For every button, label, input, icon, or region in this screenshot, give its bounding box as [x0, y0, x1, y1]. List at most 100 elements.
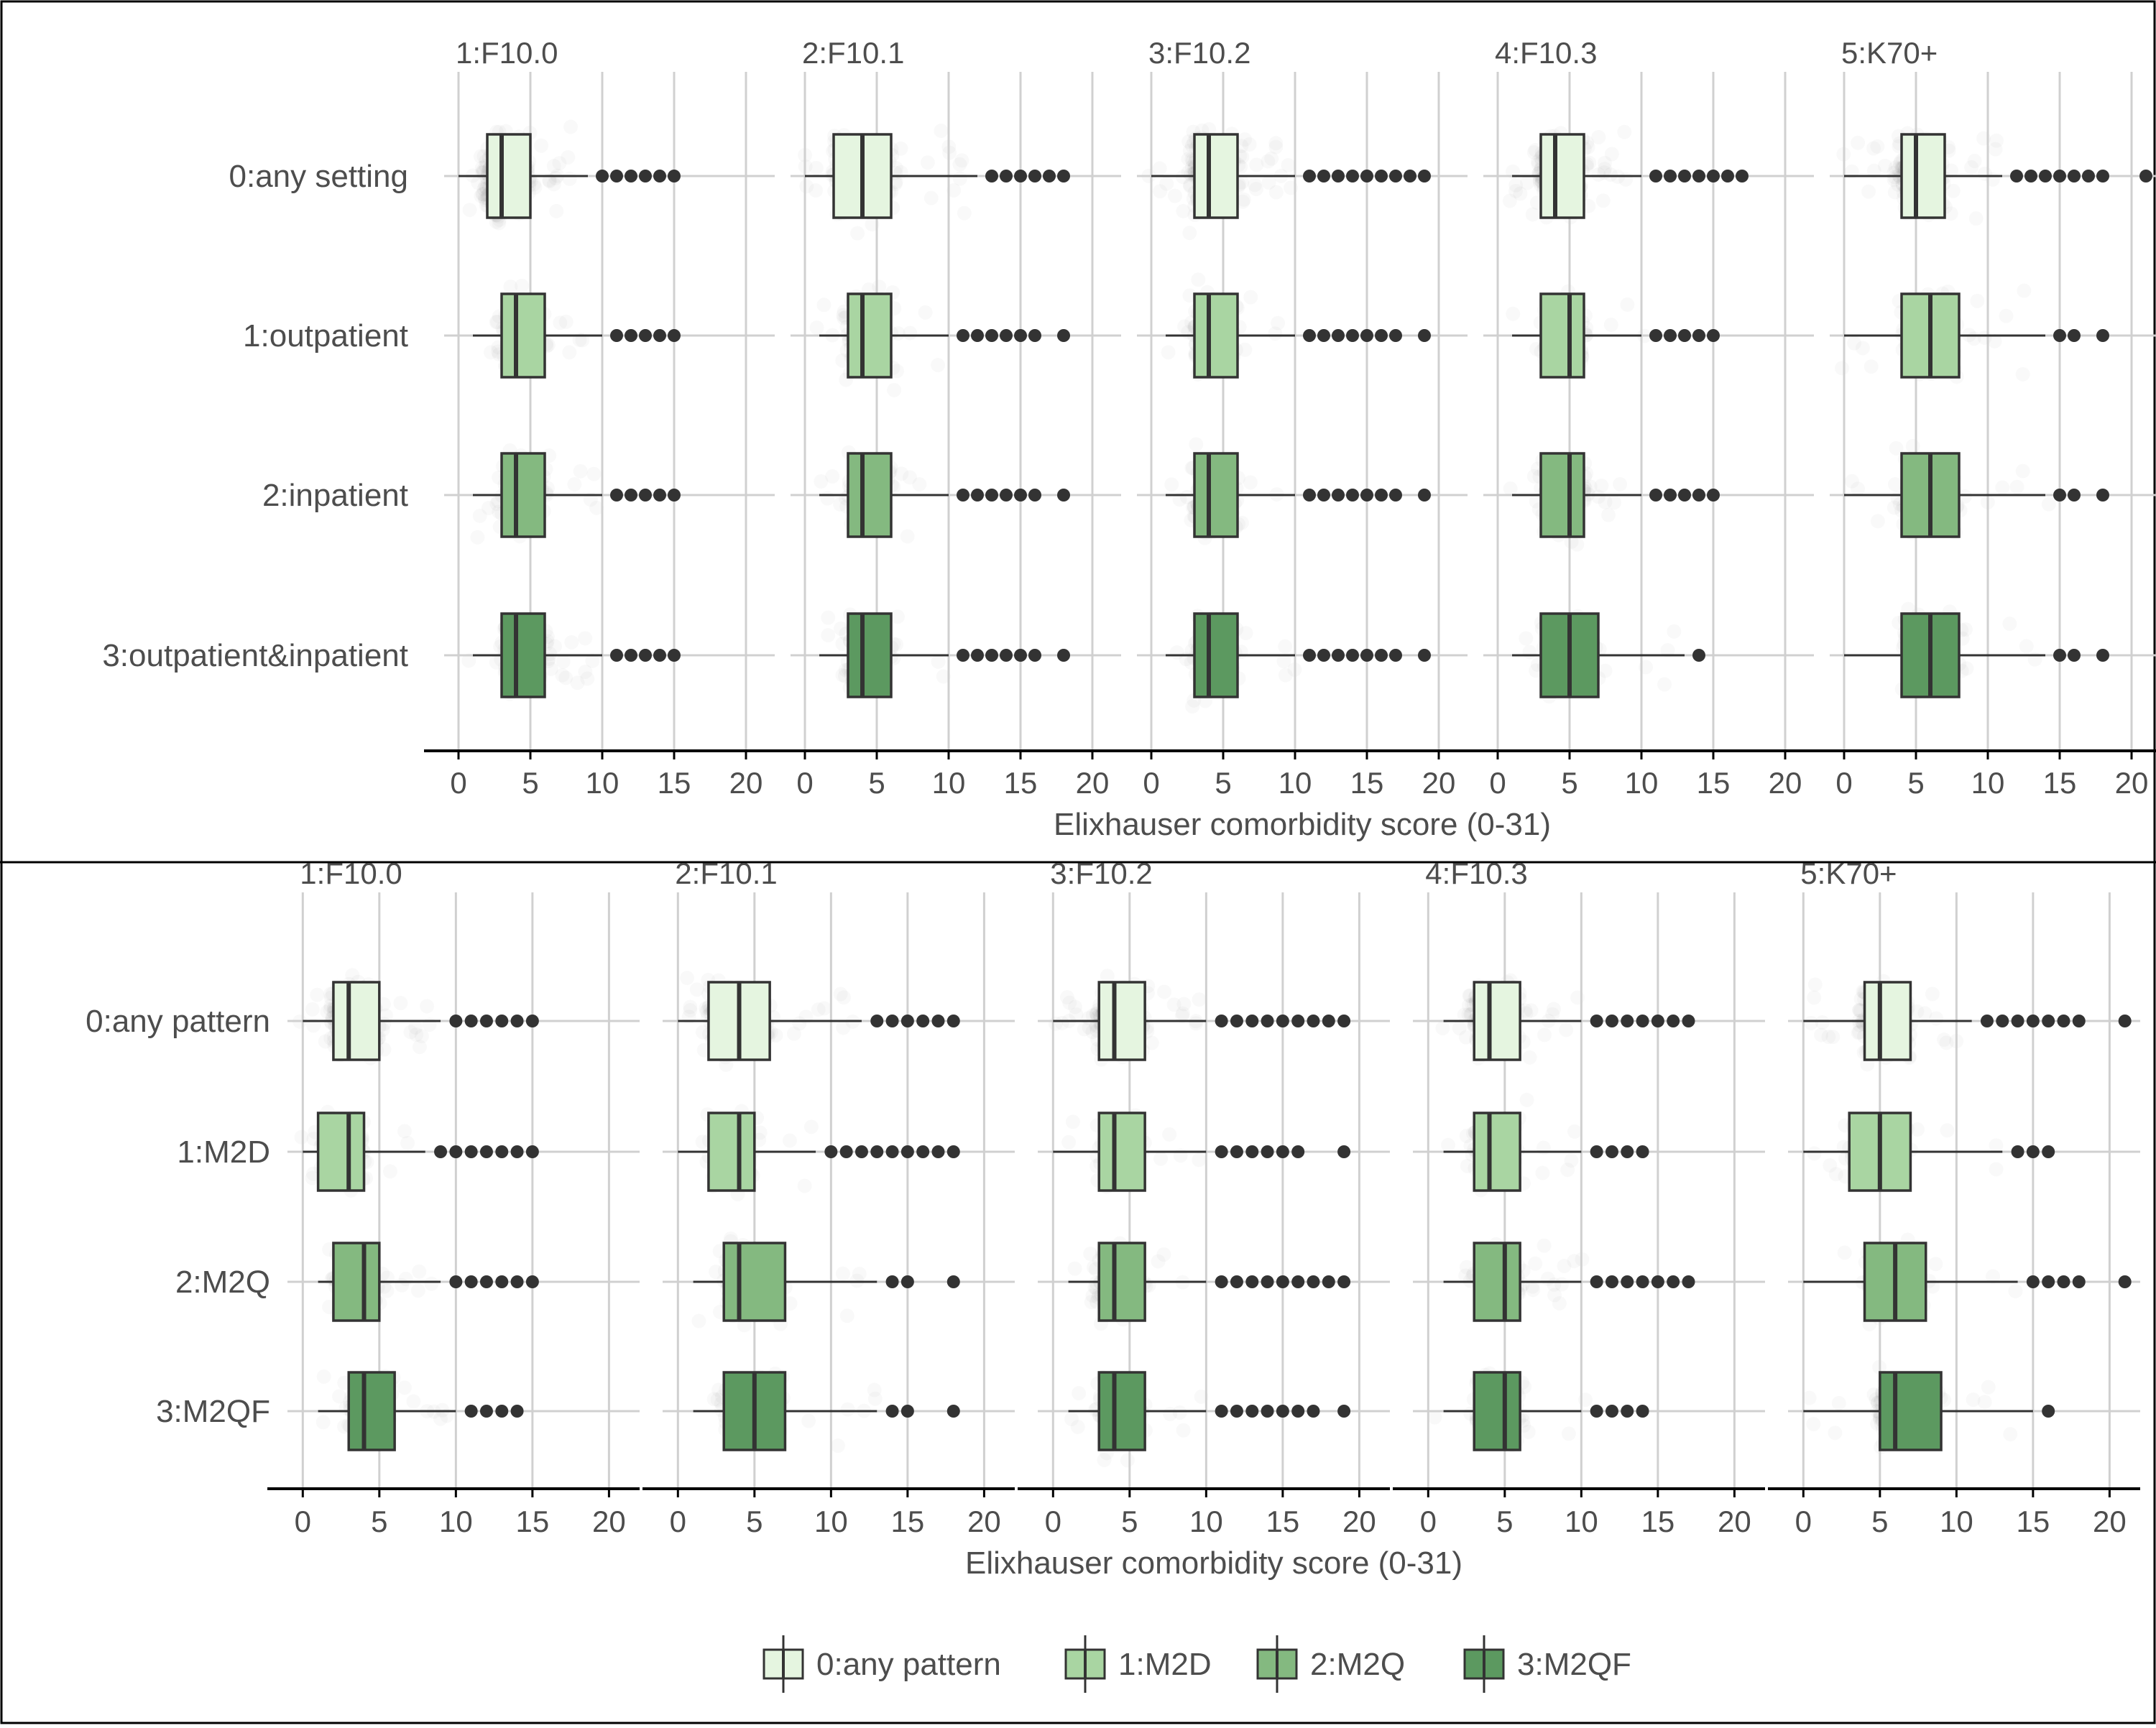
outlier-point	[1322, 1015, 1335, 1027]
outlier-point	[885, 1405, 899, 1418]
jitter-point	[473, 509, 487, 523]
jitter-point	[470, 530, 484, 545]
jitter-point	[2003, 1427, 2017, 1441]
outlier-point	[495, 1145, 509, 1158]
outlier-point	[946, 1015, 960, 1027]
outlier-point	[2096, 170, 2109, 182]
outlier-point	[2096, 329, 2109, 342]
outlier-point	[464, 1015, 478, 1027]
jitter-point	[573, 464, 588, 479]
jitter-point	[912, 477, 926, 491]
jitter-point	[836, 1267, 850, 1281]
jitter-point	[1441, 1138, 1455, 1152]
jitter-point	[1906, 439, 1920, 453]
jitter-point	[1192, 992, 1207, 1007]
jitter-point	[1191, 272, 1205, 287]
jitter-point	[393, 996, 407, 1010]
jitter-point	[1163, 1407, 1177, 1421]
jitter-point	[1910, 1122, 1925, 1137]
outlier-point	[971, 329, 984, 342]
x-tick-label: 10	[1625, 766, 1659, 800]
jitter-point	[801, 1414, 816, 1428]
jitter-point	[1159, 177, 1174, 191]
box-iqr	[500, 452, 546, 538]
box-iqr	[1539, 452, 1585, 538]
outlier-point	[2072, 1275, 2086, 1288]
jitter-point	[1249, 157, 1263, 172]
box-iqr	[847, 452, 893, 538]
jitter-point	[310, 988, 324, 1002]
x-tick-label: 20	[729, 766, 763, 800]
jitter-point	[1946, 184, 1961, 198]
outlier-point	[1276, 1145, 1289, 1158]
jitter-point	[433, 1412, 448, 1426]
outlier-point	[1649, 489, 1662, 502]
jitter-point	[403, 1025, 418, 1039]
jitter-point	[1557, 1259, 1572, 1273]
x-tick-label: 20	[1422, 766, 1456, 800]
jitter-point	[1657, 677, 1672, 691]
outlier-point	[1337, 1145, 1351, 1158]
outlier-point	[1276, 1275, 1289, 1288]
outlier-point	[2042, 1015, 2055, 1027]
outlier-point	[639, 170, 652, 182]
jitter-point	[680, 971, 694, 985]
outlier-point	[1389, 170, 1402, 182]
jitter-point	[1838, 1245, 1852, 1260]
outlier-point	[1664, 170, 1677, 182]
x-tick-label: 15	[658, 766, 691, 800]
outlier-point	[957, 489, 969, 502]
outlier-point	[1389, 329, 1402, 342]
outlier-point	[653, 329, 666, 342]
outlier-point	[1000, 489, 1013, 502]
jitter-point	[1964, 160, 1978, 175]
jitter-point	[586, 467, 601, 481]
jitter-point	[2017, 284, 2031, 298]
outlier-point	[1721, 170, 1734, 182]
category-label: 0:any pattern	[86, 1004, 270, 1039]
jitter-point	[1503, 481, 1518, 496]
x-tick-label: 10	[814, 1505, 848, 1538]
jitter-point	[1969, 211, 1984, 226]
outlier-point	[2096, 489, 2109, 502]
box-iqr	[500, 292, 546, 379]
outlier-point	[1605, 1145, 1618, 1158]
jitter-point	[798, 1178, 812, 1193]
x-tick-label: 20	[2115, 766, 2149, 800]
outlier-point	[1057, 170, 1070, 182]
jitter-point	[1182, 226, 1197, 240]
category-label: 2:M2Q	[175, 1265, 270, 1300]
jitter-point	[691, 1314, 706, 1329]
jitter-point	[1598, 162, 1612, 176]
outlier-point	[1332, 329, 1345, 342]
jitter-point	[1520, 1093, 1534, 1107]
x-axis-title: Elixhauser comorbidity score (0-31)	[1054, 807, 1551, 842]
box-iqr	[1097, 1242, 1146, 1322]
outlier-point	[449, 1275, 463, 1288]
jitter-point	[534, 139, 548, 153]
box-iqr	[1900, 133, 1946, 219]
outlier-point	[1736, 170, 1749, 182]
outlier-point	[2057, 1015, 2070, 1027]
category-label: 2:inpatient	[262, 478, 408, 513]
outlier-point	[1317, 489, 1330, 502]
jitter-point	[931, 358, 945, 372]
box-iqr	[1097, 1112, 1146, 1192]
jitter-point	[305, 1002, 320, 1017]
outlier-point	[1014, 489, 1027, 502]
box-iqr	[332, 981, 381, 1061]
jitter-point	[1564, 1153, 1578, 1168]
outlier-point	[1707, 489, 1720, 502]
jitter-point	[887, 383, 901, 397]
outlier-point	[1230, 1145, 1243, 1158]
jitter-point	[420, 999, 434, 1013]
jitter-point	[1999, 309, 2014, 323]
jitter-point	[1055, 1016, 1069, 1030]
jitter-point	[1085, 1025, 1100, 1039]
jitter-point	[1598, 664, 1613, 678]
x-tick-label: 10	[586, 766, 619, 800]
jitter-point	[867, 1383, 882, 1397]
outlier-point	[1692, 489, 1705, 502]
jitter-point	[1537, 1141, 1551, 1155]
outlier-point	[870, 1145, 884, 1158]
